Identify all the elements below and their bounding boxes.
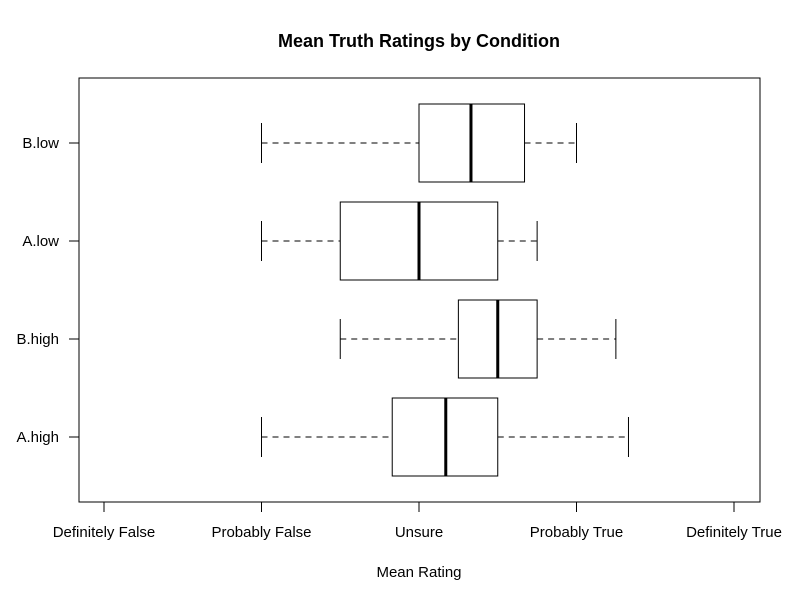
x-tick-label: Unsure — [395, 524, 443, 541]
y-axis: A.high B.high A.low B.low — [16, 135, 79, 446]
x-axis-label: Mean Rating — [376, 564, 461, 581]
y-category-label: A.high — [16, 429, 59, 446]
box-a-low — [261, 201, 538, 281]
y-category-label: B.low — [22, 135, 59, 152]
y-category-label: A.low — [22, 233, 59, 250]
y-category-label: B.high — [16, 331, 59, 348]
x-tick-label: Definitely False — [53, 524, 156, 541]
x-tick-label: Probably False — [211, 524, 311, 541]
chart-title: Mean Truth Ratings by Condition — [278, 31, 560, 51]
box-a-high — [261, 397, 629, 477]
x-axis: Definitely False Probably False Unsure Prob… — [53, 501, 782, 541]
boxes-layer — [261, 103, 629, 477]
x-tick-label: Definitely True — [686, 524, 782, 541]
box-b-high — [339, 299, 617, 379]
x-tick-label: Probably True — [530, 524, 623, 541]
box-b-low — [261, 103, 577, 183]
